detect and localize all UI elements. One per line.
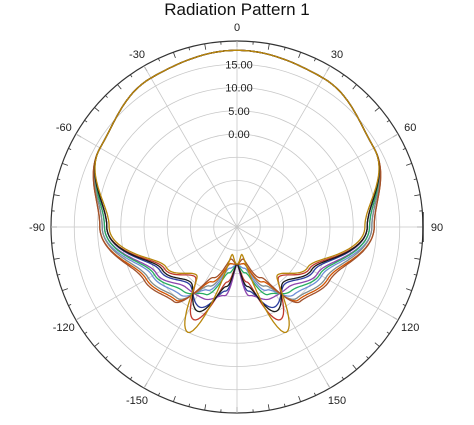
angle-tick — [341, 376, 345, 380]
radial-tick-label: 5.00 — [228, 106, 249, 118]
angle-tick — [188, 47, 191, 51]
pattern-curves — [92, 49, 382, 334]
angle-tick — [204, 404, 207, 411]
angle-tick — [94, 107, 100, 112]
angle-tick-label: 60 — [404, 122, 416, 134]
angle-tick — [402, 303, 406, 306]
angle-spoke — [236, 133, 399, 228]
angle-tick — [62, 163, 68, 166]
angle-tick — [267, 404, 270, 411]
angle-tick-label: 120 — [401, 322, 419, 334]
angle-tick-label: -90 — [29, 222, 45, 234]
pattern-curve-10 — [94, 49, 380, 334]
angle-tick-label: -120 — [53, 322, 75, 334]
angle-spoke — [143, 65, 238, 228]
angle-tick-label: -150 — [126, 395, 148, 407]
angle-tick — [283, 403, 286, 407]
angle-tick — [283, 47, 286, 51]
radial-tick-label: 15.00 — [225, 59, 253, 71]
angle-tick — [341, 74, 345, 78]
angle-tick — [68, 303, 72, 306]
angle-tick — [57, 273, 61, 276]
angle-tick — [84, 331, 88, 335]
angle-tick-label: -60 — [56, 122, 72, 134]
angle-tick — [105, 356, 108, 359]
angle-tick-label: 90 — [431, 222, 443, 234]
angle-tick — [352, 84, 357, 90]
angle-spoke — [75, 133, 238, 228]
angle-tick — [366, 356, 369, 359]
angle-tick — [117, 84, 122, 90]
angle-tick — [414, 257, 421, 260]
radial-tick-label: 10.00 — [225, 83, 253, 95]
angle-tick — [374, 342, 380, 347]
angle-tick — [298, 396, 301, 402]
polar-labels: 0 30 60 90 120 150 -150 -120 -90 -60 -30 15.00 10.00… — [29, 22, 443, 407]
angle-tick — [298, 52, 301, 58]
angle-tick — [94, 342, 100, 347]
radial-tick-label: 0.00 — [228, 129, 249, 141]
angle-spoke — [236, 65, 331, 228]
angle-tick-label: 30 — [331, 49, 343, 61]
angle-tick — [374, 107, 380, 112]
angle-tick — [204, 43, 207, 50]
angle-tick — [386, 331, 390, 335]
angle-tick — [57, 178, 61, 181]
angle-tick — [313, 58, 316, 62]
angle-tick — [406, 163, 412, 166]
angle-tick — [105, 95, 108, 98]
angle-tick — [352, 364, 357, 370]
angle-tick — [313, 392, 316, 396]
angle-tick — [84, 119, 88, 123]
angle-tick — [158, 58, 161, 62]
angle-tick — [117, 364, 122, 370]
angle-tick-label: 150 — [328, 395, 346, 407]
angle-tick — [68, 148, 72, 151]
angle-tick — [158, 392, 161, 396]
angle-tick — [188, 403, 191, 407]
angle-tick — [53, 257, 60, 260]
angle-tick — [406, 288, 412, 291]
angle-tick-label: -30 — [129, 49, 145, 61]
angle-tick — [386, 119, 390, 123]
angle-tick — [267, 43, 270, 50]
angle-tick-label: 0 — [234, 22, 240, 34]
angle-tick — [402, 148, 406, 151]
angle-tick — [173, 52, 176, 58]
angle-tick — [414, 194, 421, 197]
angle-tick — [129, 74, 133, 78]
angle-tick — [413, 273, 417, 276]
angle-tick — [366, 95, 369, 98]
angle-tick — [129, 376, 133, 380]
angle-tick — [413, 178, 417, 181]
angle-tick — [53, 194, 60, 197]
angle-tick — [62, 288, 68, 291]
angle-tick — [173, 396, 176, 402]
chart-title: Radiation Pattern 1 — [164, 0, 310, 19]
